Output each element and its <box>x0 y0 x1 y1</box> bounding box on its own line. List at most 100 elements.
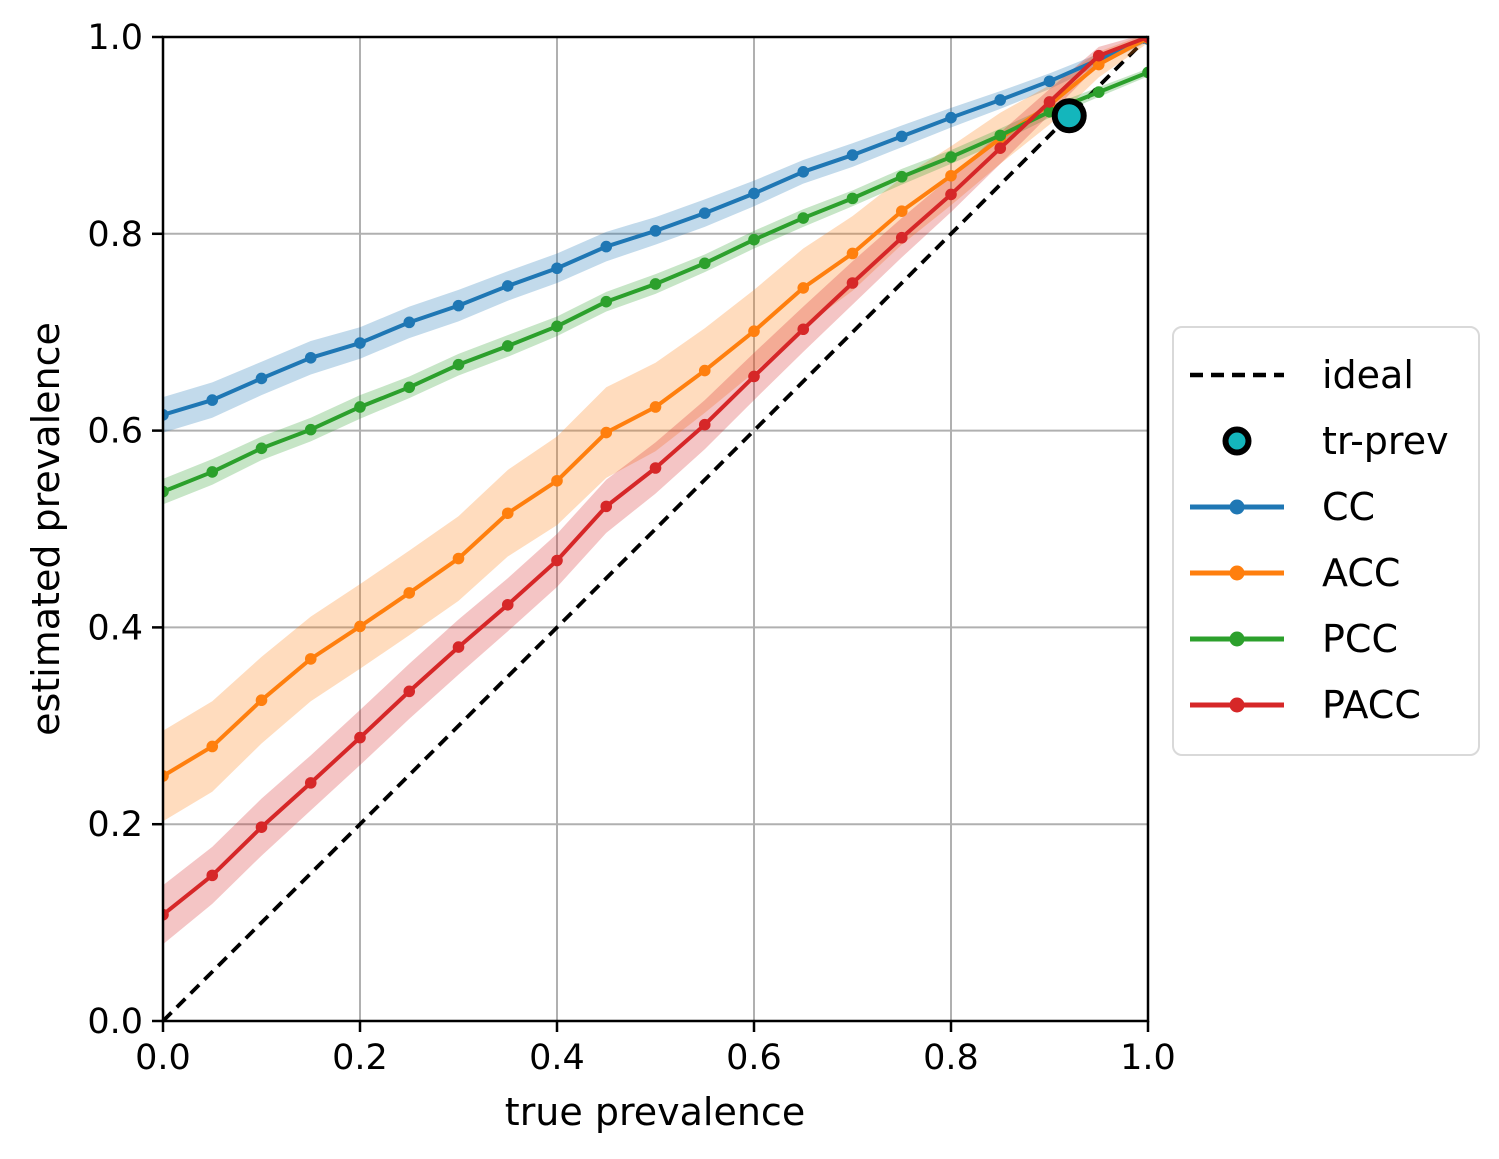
legend-label: tr-prev <box>1322 419 1449 463</box>
pacc-point <box>1142 37 1148 43</box>
pacc-point <box>304 777 317 789</box>
pacc-point <box>649 462 662 474</box>
cc-point <box>403 316 416 329</box>
pacc-point <box>163 908 169 921</box>
cc-point <box>1043 75 1056 88</box>
pacc-point <box>551 554 563 567</box>
acc-point <box>600 426 613 439</box>
cc-point <box>797 166 810 178</box>
pcc-point <box>846 192 859 205</box>
acc-point <box>1092 58 1105 71</box>
pacc-point <box>748 370 760 383</box>
y-tick-label: 0.2 <box>87 805 143 845</box>
pacc-point <box>1043 96 1056 108</box>
pacc-point <box>797 323 810 336</box>
acc-point <box>846 247 859 260</box>
pacc-line-icon <box>1190 697 1284 713</box>
acc-point <box>304 653 317 665</box>
series-lines <box>163 37 1148 921</box>
x-axis-label: true prevalence <box>504 1090 806 1134</box>
cc-point <box>846 149 859 161</box>
acc-point <box>403 587 416 599</box>
x-tick-label: 0.6 <box>726 1038 782 1078</box>
pcc-point <box>354 401 366 413</box>
legend-item-acc: ACC <box>1174 540 1478 606</box>
legend-label: ACC <box>1322 551 1401 595</box>
pcc-point <box>895 170 908 183</box>
acc-point <box>945 169 957 182</box>
pcc-point <box>304 423 317 436</box>
pacc-point <box>354 731 366 744</box>
pacc-point <box>895 231 908 244</box>
acc-line-icon <box>1190 565 1284 581</box>
y-tick-label: 1.0 <box>87 18 143 58</box>
cc-point <box>551 262 563 275</box>
plot-border <box>161 35 1150 1023</box>
pacc-point <box>600 500 613 513</box>
cc-point <box>206 394 219 406</box>
legend-item-pcc: PCC <box>1174 606 1478 672</box>
ideal-dashed-line-icon <box>1190 372 1284 378</box>
y-tick-label: 0.0 <box>87 1002 143 1042</box>
y-tick-label: 0.6 <box>87 412 143 452</box>
legend-label: ideal <box>1322 353 1414 397</box>
acc-point <box>354 620 366 633</box>
acc-point <box>501 507 514 520</box>
pcc-point <box>649 278 662 290</box>
x-tick-label: 0.8 <box>923 1038 979 1078</box>
legend-item-cc: CC <box>1174 474 1478 540</box>
confidence-bands <box>163 37 1148 945</box>
pcc-point <box>403 381 416 394</box>
pcc-point <box>255 442 268 455</box>
x-tick-label: 0.0 <box>135 1038 191 1078</box>
pcc-point <box>994 129 1007 142</box>
cc-line-icon <box>1190 499 1284 515</box>
acc-point <box>206 740 219 753</box>
y-tick-label: 0.4 <box>87 608 143 648</box>
acc-point <box>649 401 662 413</box>
x-tick-label: 0.2 <box>332 1038 388 1078</box>
pacc-point <box>994 142 1007 154</box>
pacc-point <box>698 418 711 431</box>
axis-ticks: 0.0 0.2 0.4 0.6 0.8 1.0 0.0 0.2 0.4 0.6 0.8 1.0 <box>87 18 1176 1078</box>
legend-item-ideal: ideal <box>1174 342 1478 408</box>
acc-point <box>551 474 563 487</box>
y-axis-label: estimated prevalence <box>24 322 68 736</box>
cc-point <box>600 240 613 253</box>
legend-item-pacc: PACC <box>1174 672 1478 738</box>
cc-point <box>304 351 317 364</box>
pacc-point <box>403 685 416 698</box>
acc-point <box>895 205 908 217</box>
pcc-line-icon <box>1190 631 1284 647</box>
pcc-point <box>452 358 465 371</box>
pcc-point <box>551 320 563 333</box>
x-tick-label: 0.4 <box>529 1038 585 1078</box>
pacc-band <box>163 37 1148 945</box>
pcc-point <box>1142 66 1148 79</box>
legend-label: PCC <box>1322 617 1398 661</box>
pacc-point <box>206 869 219 882</box>
pcc-point <box>206 466 219 478</box>
pcc-point <box>945 151 957 163</box>
pacc-point <box>1092 49 1105 62</box>
legend-label: CC <box>1322 485 1376 529</box>
acc-point <box>698 364 711 377</box>
cc-point <box>452 299 465 312</box>
acc-point <box>748 325 760 338</box>
pcc-point <box>797 212 810 224</box>
acc-point <box>452 552 465 565</box>
cc-point <box>354 337 366 349</box>
acc-point <box>163 770 169 782</box>
pacc-point <box>501 598 514 611</box>
y-tick-label: 0.8 <box>87 215 143 255</box>
legend-item-tr-prev: tr-prev <box>1174 408 1478 474</box>
pacc-point <box>846 277 859 289</box>
cc-point <box>698 207 711 219</box>
ideal-diagonal-line <box>161 35 1150 1023</box>
cc-point <box>649 225 662 237</box>
pcc-point <box>600 295 613 308</box>
pcc-point <box>1092 86 1105 98</box>
pcc-point <box>501 340 514 352</box>
